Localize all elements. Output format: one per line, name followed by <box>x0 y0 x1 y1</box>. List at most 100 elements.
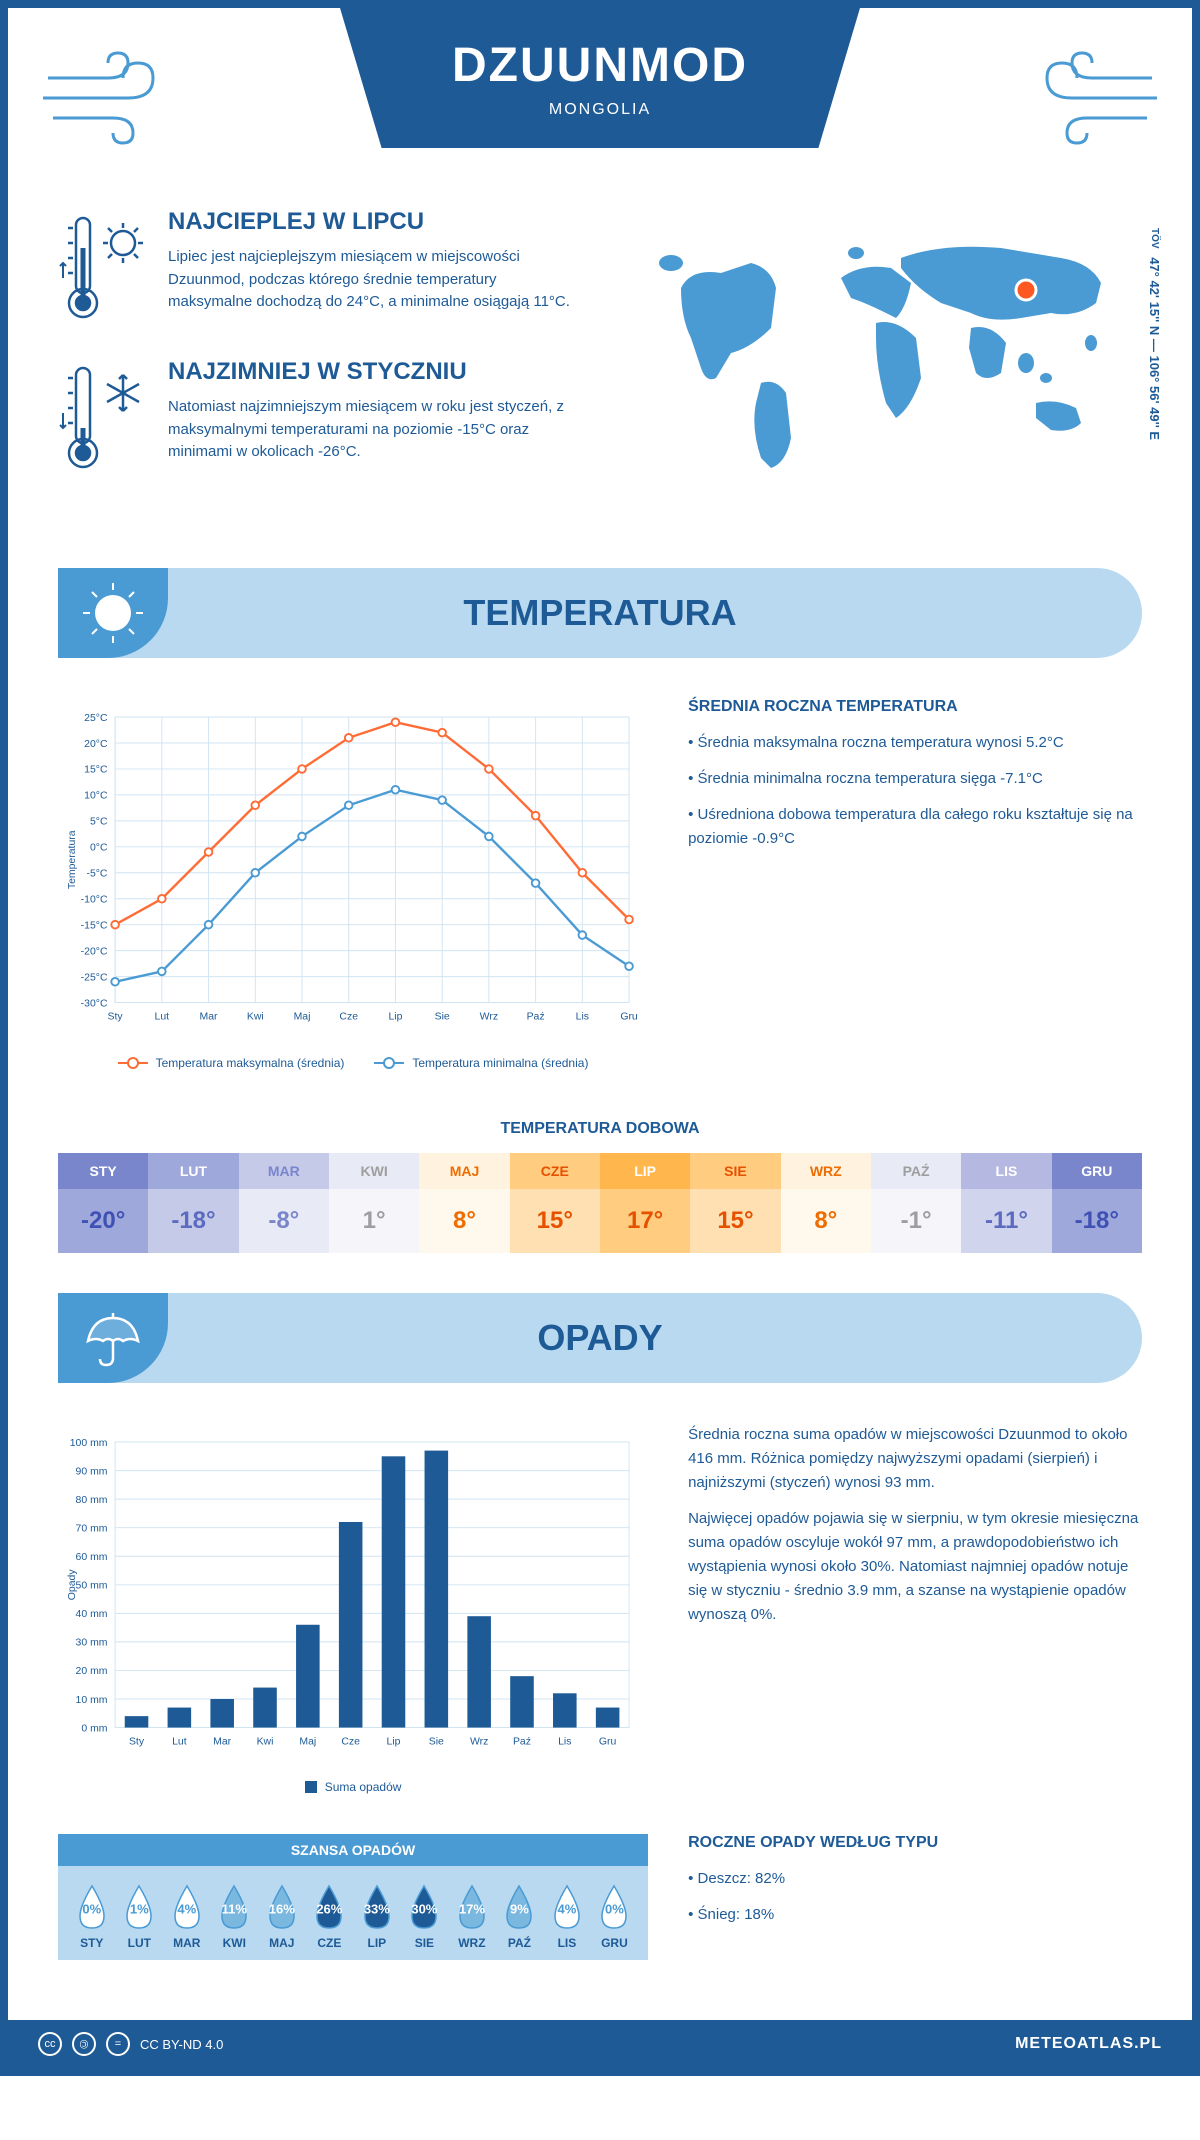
precipitation-chance-table: SZANSA OPADÓW 0%STY1%LUT4%MAR11%KWI16%MA… <box>58 1834 648 1960</box>
chance-cell: 9%PAŹ <box>496 1881 544 1950</box>
svg-text:90 mm: 90 mm <box>76 1466 108 1477</box>
daily-temp-cell: WRZ8° <box>781 1153 871 1253</box>
svg-text:15°C: 15°C <box>84 765 108 776</box>
svg-text:Opady: Opady <box>67 1568 78 1600</box>
svg-text:0°C: 0°C <box>90 843 108 854</box>
fact-text: Lipiec jest najcieplejszym miesiącem w m… <box>168 246 580 314</box>
precip-para-2: Najwięcej opadów pojawia się w sierpniu,… <box>688 1507 1142 1627</box>
svg-text:Wrz: Wrz <box>470 1736 488 1747</box>
svg-text:20 mm: 20 mm <box>76 1666 108 1677</box>
svg-text:-10°C: -10°C <box>81 895 108 906</box>
chance-cell: 0%STY <box>68 1881 116 1950</box>
world-map <box>620 208 1142 488</box>
thermometer-snow-icon <box>58 358 148 478</box>
footer-license: cc 🄯 = CC BY-ND 4.0 <box>38 2032 223 2056</box>
daily-temp-cell: PAŹ-1° <box>871 1153 961 1253</box>
chance-cell: 4%MAR <box>163 1881 211 1950</box>
header: DZUUNMOD MONGOLIA <box>8 8 1192 188</box>
fact-text: Natomiast najzimniejszym miesiącem w rok… <box>168 396 580 464</box>
chance-cell: 0%GRU <box>591 1881 639 1950</box>
coordinates: TÖV 47° 42' 15'' N — 106° 56' 49'' E <box>1147 228 1162 440</box>
daily-temp-cell: CZE15° <box>510 1153 600 1253</box>
by-icon: 🄯 <box>72 2032 96 2056</box>
svg-text:Lis: Lis <box>558 1736 571 1747</box>
precipitation-text: Średnia roczna suma opadów w miejscowośc… <box>688 1423 1142 1795</box>
svg-text:40 mm: 40 mm <box>76 1609 108 1620</box>
types-title: ROCZNE OPADY WEDŁUG TYPU <box>688 1834 1142 1852</box>
type-item: • Deszcz: 82% <box>688 1867 1142 1891</box>
chance-title: SZANSA OPADÓW <box>58 1834 648 1866</box>
svg-text:Lut: Lut <box>155 1012 170 1023</box>
daily-temp-cell: MAJ8° <box>419 1153 509 1253</box>
svg-text:-30°C: -30°C <box>81 998 108 1009</box>
daily-temp-cell: KWI1° <box>329 1153 419 1253</box>
type-item: • Śnieg: 18% <box>688 1903 1142 1927</box>
svg-text:20°C: 20°C <box>84 739 108 750</box>
precipitation-bar-chart: 0 mm10 mm20 mm30 mm40 mm50 mm60 mm70 mm8… <box>58 1423 648 1766</box>
svg-text:-25°C: -25°C <box>81 972 108 983</box>
city-title: DZUUNMOD <box>452 38 748 93</box>
umbrella-icon <box>58 1293 168 1383</box>
chance-cell: 17%WRZ <box>448 1881 496 1950</box>
section-header-precipitation: OPADY <box>58 1293 1142 1383</box>
svg-text:-15°C: -15°C <box>81 920 108 931</box>
temperature-content: -30°C -25°C -20°C -15°C -10°C -5°C 0°C 5°C 10°C 1… <box>8 678 1192 1090</box>
svg-text:10°C: 10°C <box>84 791 108 802</box>
stat-item: • Średnia minimalna roczna temperatura s… <box>688 767 1142 791</box>
svg-text:Lis: Lis <box>576 1012 589 1023</box>
svg-text:Mar: Mar <box>200 1012 219 1023</box>
svg-text:Cze: Cze <box>341 1736 360 1747</box>
svg-text:Cze: Cze <box>339 1012 358 1023</box>
precipitation-content: 0 mm10 mm20 mm30 mm40 mm50 mm60 mm70 mm8… <box>8 1403 1192 1815</box>
cc-icon: cc <box>38 2032 62 2056</box>
svg-text:25°C: 25°C <box>84 713 108 724</box>
header-ribbon: DZUUNMOD MONGOLIA <box>340 8 860 148</box>
sun-icon <box>58 568 168 658</box>
svg-text:-20°C: -20°C <box>81 946 108 957</box>
svg-text:Gru: Gru <box>599 1736 617 1747</box>
svg-text:60 mm: 60 mm <box>76 1552 108 1563</box>
daily-temp-title: TEMPERATURA DOBOWA <box>8 1120 1192 1138</box>
section-title: TEMPERATURA <box>58 592 1142 634</box>
precip-para-1: Średnia roczna suma opadów w miejscowośc… <box>688 1423 1142 1495</box>
intro-section: NAJCIEPLEJ W LIPCU Lipiec jest najcieple… <box>8 188 1192 548</box>
svg-text:Lip: Lip <box>388 1012 402 1023</box>
daily-temp-cell: GRU-18° <box>1052 1153 1142 1253</box>
facts-column: NAJCIEPLEJ W LIPCU Lipiec jest najcieple… <box>58 208 580 508</box>
temperature-line-chart: -30°C -25°C -20°C -15°C -10°C -5°C 0°C 5°C 10°C 1… <box>58 698 648 1041</box>
nd-icon: = <box>106 2032 130 2056</box>
precipitation-legend: Suma opadów <box>58 1780 648 1794</box>
temperature-chart-col: -30°C -25°C -20°C -15°C -10°C -5°C 0°C 5°C 10°C 1… <box>58 698 648 1070</box>
svg-text:Lut: Lut <box>172 1736 187 1747</box>
svg-text:-5°C: -5°C <box>86 869 107 880</box>
daily-temp-cell: SIE15° <box>690 1153 780 1253</box>
svg-text:Kwi: Kwi <box>257 1736 274 1747</box>
svg-text:Wrz: Wrz <box>480 1012 498 1023</box>
svg-text:5°C: 5°C <box>90 817 108 828</box>
page: DZUUNMOD MONGOLIA NAJCIEPLEJ W LIPCU Lip… <box>0 0 1200 2076</box>
chance-cell: 1%LUT <box>116 1881 164 1950</box>
daily-temp-cell: MAR-8° <box>239 1153 329 1253</box>
svg-text:Maj: Maj <box>299 1736 316 1747</box>
svg-text:Paź: Paź <box>513 1736 531 1747</box>
daily-temp-cell: LUT-18° <box>148 1153 238 1253</box>
precipitation-types: ROCZNE OPADY WEDŁUG TYPU • Deszcz: 82% • … <box>688 1834 1142 1939</box>
stats-title: ŚREDNIA ROCZNA TEMPERATURA <box>688 698 1142 716</box>
svg-text:Gru: Gru <box>620 1012 638 1023</box>
svg-text:Sty: Sty <box>108 1012 124 1023</box>
footer: cc 🄯 = CC BY-ND 4.0 METEOATLAS.PL <box>8 2020 1192 2068</box>
svg-text:70 mm: 70 mm <box>76 1523 108 1534</box>
svg-text:Temperatura: Temperatura <box>67 830 78 889</box>
map-column: TÖV 47° 42' 15'' N — 106° 56' 49'' E <box>620 208 1142 508</box>
svg-text:10 mm: 10 mm <box>76 1694 108 1705</box>
precipitation-chart-col: 0 mm10 mm20 mm30 mm40 mm50 mm60 mm70 mm8… <box>58 1423 648 1795</box>
country-subtitle: MONGOLIA <box>549 101 651 119</box>
footer-site: METEOATLAS.PL <box>1015 2035 1162 2053</box>
chance-col: SZANSA OPADÓW 0%STY1%LUT4%MAR11%KWI16%MA… <box>58 1834 648 1960</box>
fact-title: NAJZIMNIEJ W STYCZNIU <box>168 358 580 386</box>
wind-icon <box>38 48 178 148</box>
chance-cell: 11%KWI <box>211 1881 259 1950</box>
chance-cell: 33%LIP <box>353 1881 401 1950</box>
svg-text:Paź: Paź <box>527 1012 545 1023</box>
temperature-stats: ŚREDNIA ROCZNA TEMPERATURA • Średnia mak… <box>688 698 1142 1070</box>
